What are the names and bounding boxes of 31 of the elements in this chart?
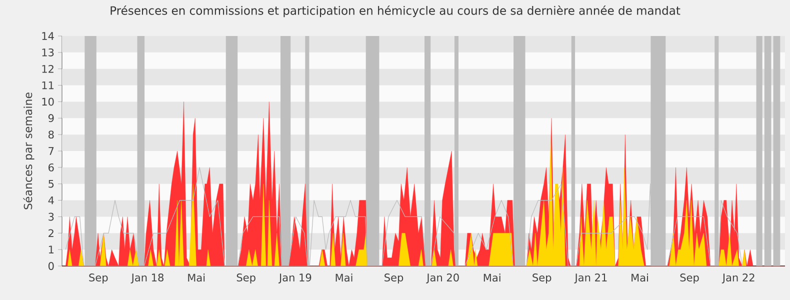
- y-tick-label: 11: [42, 81, 54, 90]
- y-tick-label: 10: [42, 98, 54, 106]
- y-tick-label: 12: [42, 64, 54, 73]
- y-tick-label: 14: [42, 32, 54, 40]
- x-tick-label: Jan 20: [426, 274, 459, 284]
- y-tick-label: 8: [48, 130, 54, 139]
- y-axis-title: Séances par semaine: [23, 92, 34, 210]
- y-tick-label: 0: [48, 262, 54, 270]
- y-tick-label: 6: [48, 163, 54, 172]
- x-tick-label: Sep: [532, 274, 552, 284]
- x-tick-label: Sep: [680, 274, 699, 284]
- x-tick-label: Mai: [484, 274, 500, 282]
- x-tick-label: Jan 19: [278, 274, 312, 284]
- y-tick-label: 4: [48, 196, 54, 204]
- x-tick-label: Sep: [384, 274, 404, 284]
- y-tick-label: 13: [42, 48, 54, 56]
- y-tick-label: 7: [48, 147, 54, 155]
- x-tick-label: Sep: [236, 274, 256, 284]
- x-tick-label: Jan 22: [722, 274, 754, 284]
- y-tick-label: 9: [48, 114, 54, 122]
- y-tick-label: 3: [48, 212, 54, 221]
- x-tick-label: Jan 18: [130, 274, 164, 284]
- y-tick-label: 5: [48, 180, 54, 188]
- x-tick-label: Mai: [336, 274, 352, 282]
- x-tick-label: Jan 21: [574, 274, 607, 284]
- x-tick-label: Sep: [89, 274, 108, 284]
- y-tick-label: 1: [48, 246, 54, 254]
- x-tick-label: Mai: [188, 274, 205, 282]
- chart-title: Présences en commissions et participation en hémicycle au cours de sa dernière année de mandat: [110, 6, 680, 18]
- y-tick-label: 2: [48, 229, 54, 238]
- x-tick-label: Mai: [632, 274, 648, 282]
